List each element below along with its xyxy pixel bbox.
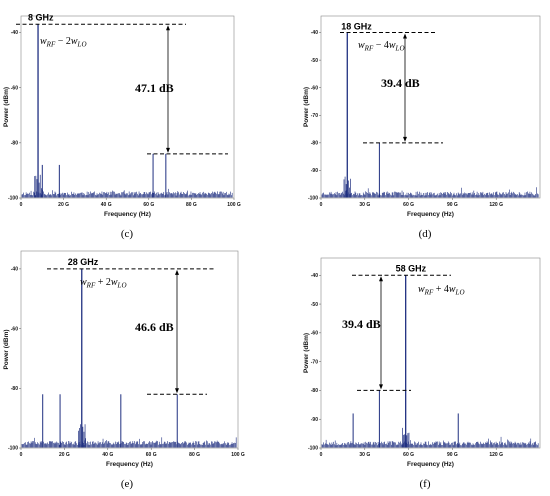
y-tick-label: -60 xyxy=(311,331,318,337)
panel-caption: (c) xyxy=(121,228,134,240)
arrow-head-down xyxy=(175,388,179,394)
arrow-head-up xyxy=(166,25,170,31)
y-tick-label: -60 xyxy=(11,85,18,91)
x-tick-label: 40 G xyxy=(101,202,112,208)
y-tick-label: -90 xyxy=(311,168,318,174)
y-axis-label: Power (dBm) xyxy=(3,329,10,369)
x-tick-label: 0 xyxy=(20,452,23,458)
x-tick-label: 100 G xyxy=(231,452,245,458)
y-tick-label: -60 xyxy=(11,326,18,332)
arrow-head-down xyxy=(379,384,383,390)
dynamic-range-value: 46.6 dB xyxy=(135,320,174,334)
peak-frequency-label: 28 GHz xyxy=(68,257,99,267)
plot-frame xyxy=(320,257,541,449)
x-tick-label: 30 G xyxy=(359,452,370,458)
spectrum-trace xyxy=(321,436,539,448)
x-tick-label: 80 G xyxy=(186,202,197,208)
x-tick-label: 100 G xyxy=(227,202,241,208)
x-tick-label: 90 G xyxy=(447,202,458,208)
dynamic-range-value: 39.4 dB xyxy=(381,76,420,90)
dynamic-range-value: 39.4 dB xyxy=(342,317,381,331)
y-tick-label: -80 xyxy=(311,141,318,147)
x-tick-label: 0 xyxy=(320,202,323,208)
y-tick-label: -40 xyxy=(11,267,18,273)
dynamic-range-value: 47.1 dB xyxy=(135,81,174,95)
peak-frequency-label: 18 GHz xyxy=(341,22,372,32)
y-tick-label: -70 xyxy=(311,113,318,119)
mixing-product-label: wRF + 4wLO xyxy=(418,284,465,297)
y-tick-label: -40 xyxy=(11,30,18,36)
x-tick-label: 60 G xyxy=(143,202,154,208)
y-axis-label: Power (dBm) xyxy=(303,87,310,127)
x-tick-label: 0 xyxy=(20,202,23,208)
x-axis-label: Frequency (Hz) xyxy=(407,211,454,218)
x-tick-label: 40 G xyxy=(102,452,113,458)
peak-frequency-label: 8 GHz xyxy=(28,12,54,22)
y-axis-label: Power (dBm) xyxy=(303,333,310,373)
peak-frequency-label: 58 GHz xyxy=(396,263,427,273)
arrow-head-down xyxy=(166,147,170,153)
spectrum-trace xyxy=(21,188,233,198)
plot-frame xyxy=(320,15,541,199)
x-tick-label: 60 G xyxy=(403,202,414,208)
arrow-head-up xyxy=(175,269,179,275)
y-tick-label: -100 xyxy=(8,196,18,202)
arrow-head-up xyxy=(403,33,407,39)
x-tick-label: 80 G xyxy=(189,452,200,458)
y-tick-label: -100 xyxy=(308,196,318,202)
y-tick-label: -60 xyxy=(311,85,318,91)
y-tick-label: -40 xyxy=(311,30,318,36)
x-tick-label: 120 G xyxy=(489,202,503,208)
y-tick-label: -100 xyxy=(8,446,18,452)
x-tick-label: 20 G xyxy=(58,202,69,208)
spectrum-trace xyxy=(21,437,237,448)
y-tick-label: -40 xyxy=(311,273,318,279)
y-tick-label: -90 xyxy=(311,417,318,423)
x-axis-label: Frequency (Hz) xyxy=(106,461,153,468)
y-tick-label: -50 xyxy=(311,302,318,308)
plot-frame xyxy=(20,15,235,199)
panel-caption: (d) xyxy=(419,228,432,240)
x-tick-label: 0 xyxy=(320,452,323,458)
x-tick-label: 120 G xyxy=(489,452,503,458)
mixing-product-label: wRF + 2wLO xyxy=(80,277,127,290)
arrow-head-up xyxy=(379,276,383,282)
y-tick-label: -80 xyxy=(11,141,18,147)
x-tick-label: 60 G xyxy=(146,452,157,458)
y-tick-label: -50 xyxy=(311,58,318,64)
y-tick-label: -80 xyxy=(11,386,18,392)
x-axis-label: Frequency (Hz) xyxy=(407,461,454,468)
mixing-product-label: wRF − 4wLO xyxy=(358,40,405,53)
panel-caption: (e) xyxy=(121,478,134,490)
y-axis-label: Power (dBm) xyxy=(3,87,10,127)
panel-caption: (f) xyxy=(420,478,431,490)
x-axis-label: Frequency (Hz) xyxy=(104,211,151,218)
x-tick-label: 30 G xyxy=(359,202,370,208)
y-tick-label: -70 xyxy=(311,359,318,365)
plot-frame xyxy=(20,250,239,449)
x-tick-label: 90 G xyxy=(447,452,458,458)
mixing-product-label: wRF − 2wLO xyxy=(40,36,87,49)
spectrum-trace xyxy=(321,187,539,198)
y-tick-label: -80 xyxy=(311,388,318,394)
arrow-head-down xyxy=(403,136,407,142)
x-tick-label: 20 G xyxy=(59,452,70,458)
x-tick-label: 60 G xyxy=(403,452,414,458)
y-tick-label: -100 xyxy=(308,446,318,452)
